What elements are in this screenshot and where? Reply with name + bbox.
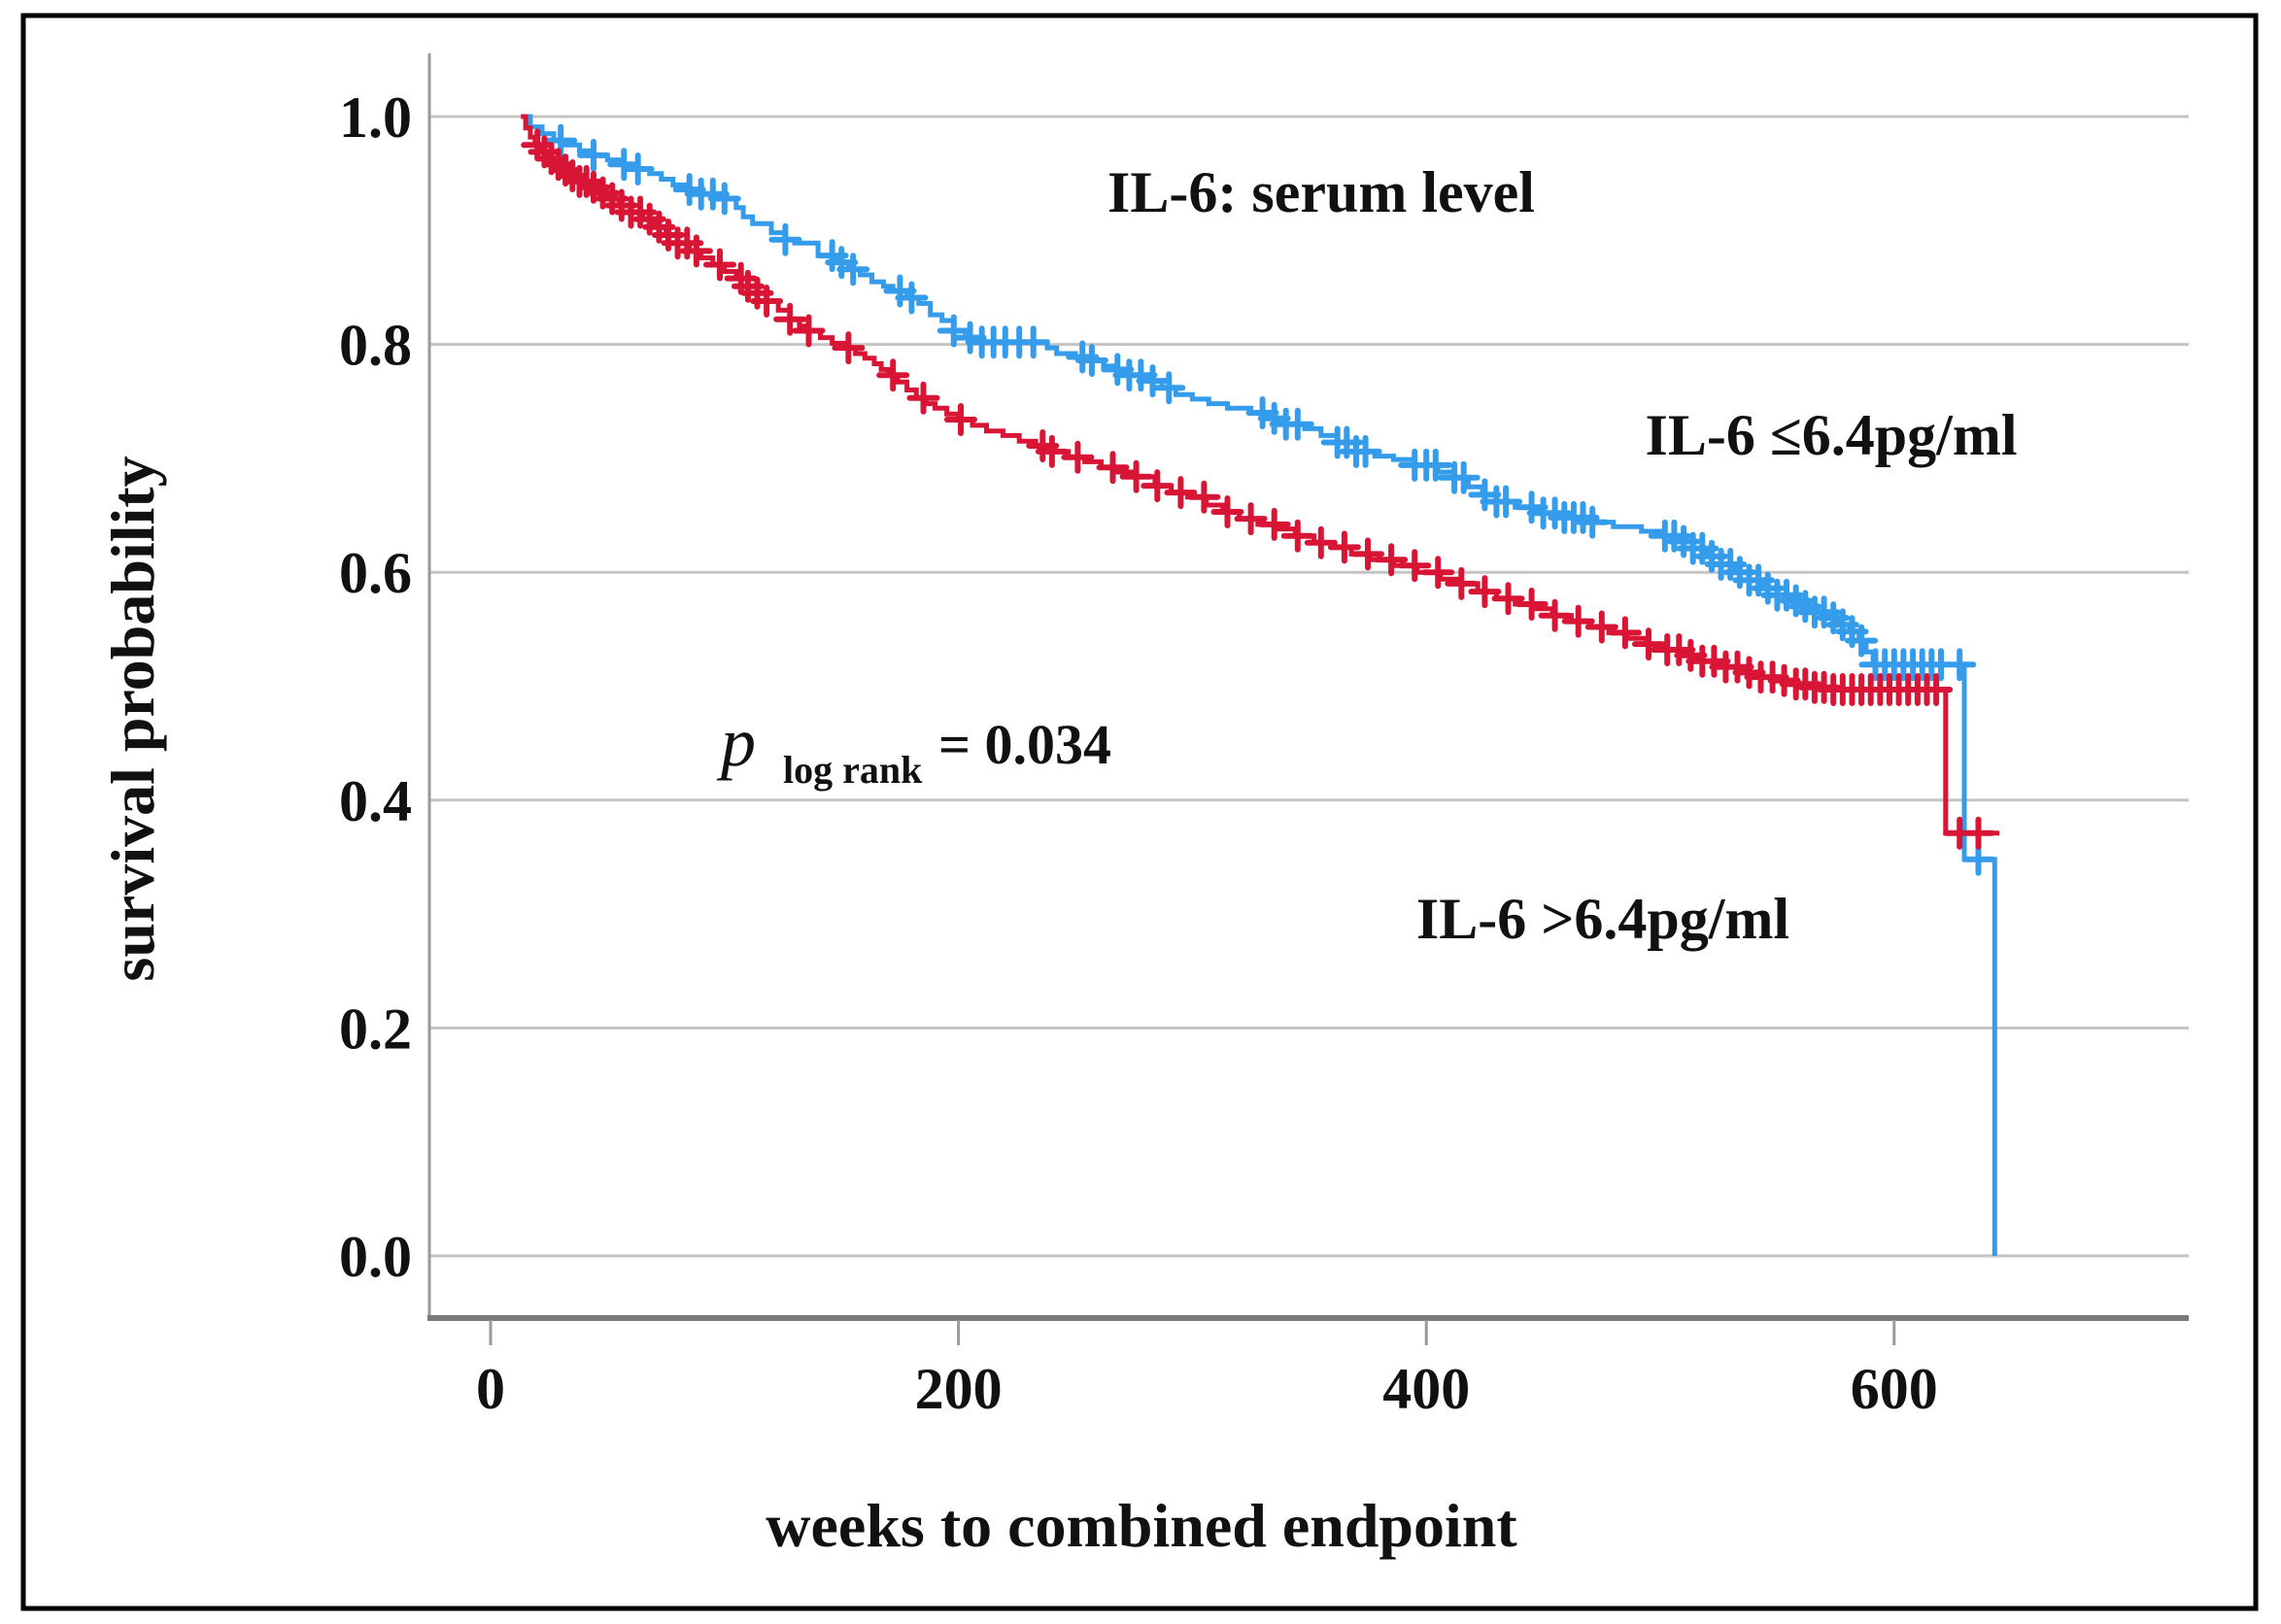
tick-labels: 1.0 0.8 0.6 0.4 0.2 0.0 0 200 400 600: [339, 85, 1938, 1421]
p-value-subscript: log rank: [783, 748, 923, 792]
y-tick-label: 0.6: [339, 541, 412, 605]
x-tick-label: 400: [1382, 1357, 1470, 1421]
y-tick-label: 0.2: [339, 997, 412, 1061]
y-axis-title: survival probability: [98, 456, 167, 981]
p-value-symbol: p: [716, 703, 756, 781]
y-tick-label: 0.0: [339, 1225, 412, 1289]
x-axis-title: weeks to combined endpoint: [766, 1491, 1517, 1560]
y-tick-label: 0.4: [339, 769, 412, 833]
x-tick-label: 0: [476, 1357, 505, 1421]
legend-label-blue-group: IL-6 ≤6.4pg/ml: [1646, 403, 2018, 467]
figure-border: [20, 13, 2259, 1611]
survival-curves: [521, 114, 2000, 1256]
y-tick-label: 1.0: [339, 85, 412, 150]
legend-label-red-group: IL-6 >6.4pg/ml: [1416, 887, 1789, 951]
axes: [427, 53, 2189, 1345]
censor-marks-red: [521, 128, 1995, 850]
x-tick-label: 600: [1851, 1357, 1938, 1421]
gridlines: [429, 115, 2189, 1258]
censor-marks-blue: [544, 123, 1995, 876]
x-tick-label: 200: [915, 1357, 1003, 1421]
p-value-result: = 0.034: [938, 713, 1111, 776]
chart-title: IL-6: serum level: [1107, 160, 1535, 224]
y-tick-label: 0.8: [339, 314, 412, 378]
